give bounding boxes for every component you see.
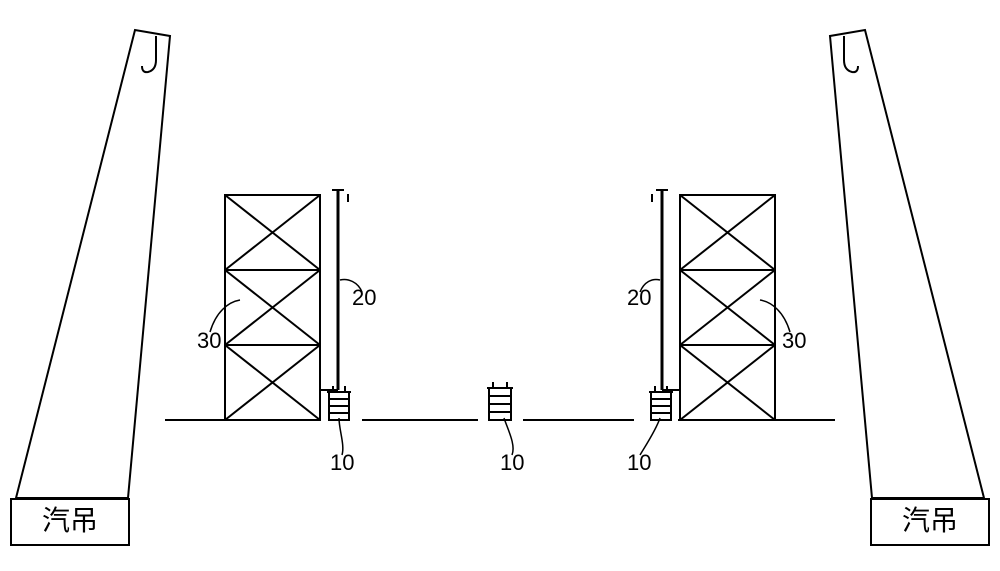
crane-label-right: 汽吊 [870, 498, 990, 546]
label-10-right: 10 [627, 450, 651, 476]
label-30-left: 30 [197, 328, 221, 354]
diagram-canvas [0, 0, 1000, 571]
label-10-center: 10 [500, 450, 524, 476]
label-10-left: 10 [330, 450, 354, 476]
crane-label-left: 汽吊 [10, 498, 130, 546]
label-20-left: 20 [352, 285, 376, 311]
label-30-right: 30 [782, 328, 806, 354]
label-20-right: 20 [627, 285, 651, 311]
